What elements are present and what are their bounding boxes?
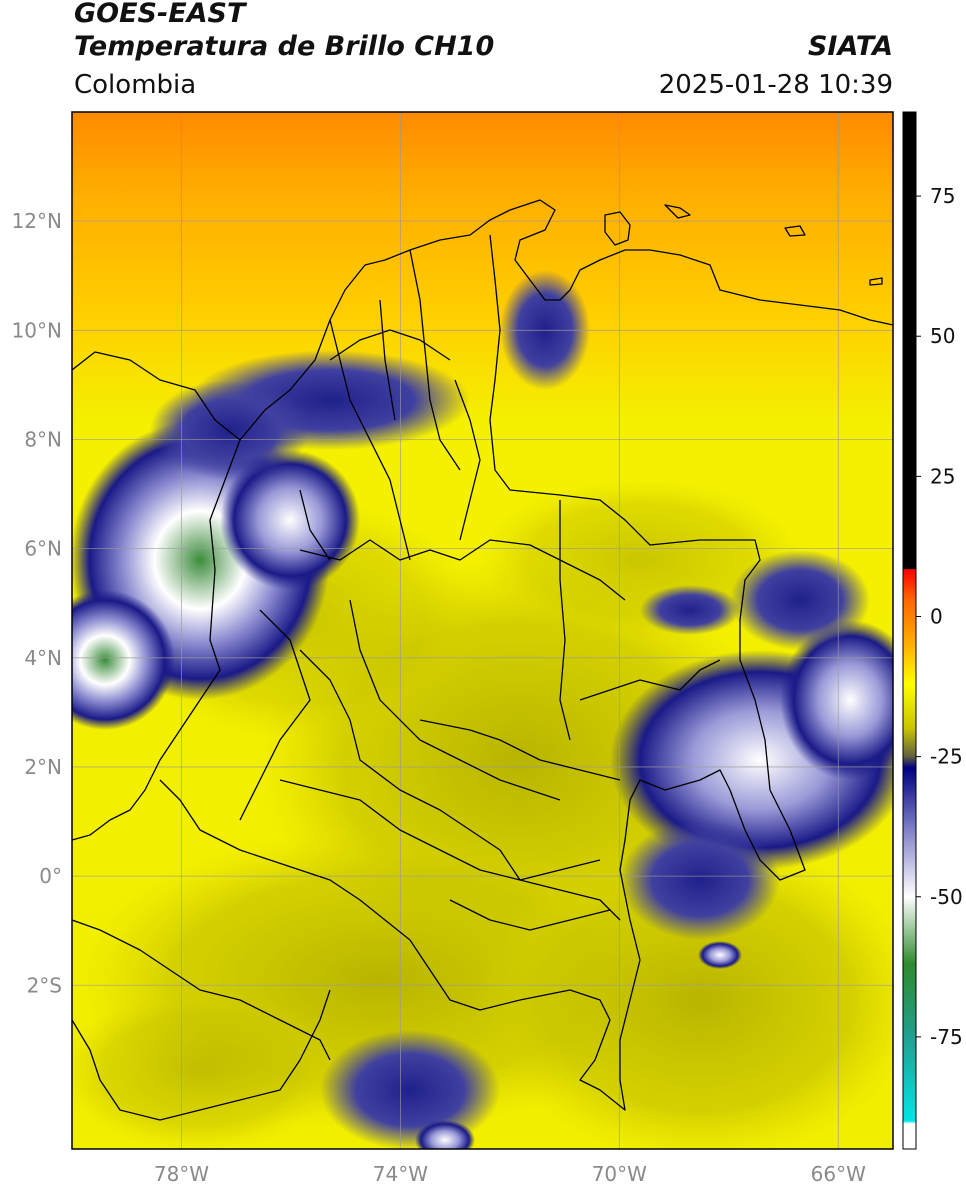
island-4 [869,277,883,286]
lat-tick-label: 0° [39,864,62,888]
internal-boundaries-2 [239,249,611,931]
lat-tick-label: 2°N [24,755,62,779]
island-3 [784,225,806,237]
colorbar-tick-label: -25 [930,745,963,769]
pacific-coastline [72,439,241,841]
lat-tick-label: 4°N [24,646,62,670]
colorbar-fill [903,112,916,1149]
lon-tick-label: 74°W [373,1162,428,1186]
satellite-title: GOES-EAST [74,0,246,29]
lon-tick-label: 66°W [811,1162,866,1186]
lat-tick-label: 12°N [12,209,62,233]
colorbar: 75 50 25 0 -25 -50 -75 [902,111,963,1150]
internal-boundaries-1 [299,500,626,881]
island-2 [664,204,691,219]
lat-tick-label: 2°S [27,973,62,997]
region-label: Colombia [74,70,197,100]
colombia-border [159,469,806,1111]
colorbar-frame [902,111,917,1150]
product-title: Temperatura de Brillo CH10 [74,31,495,62]
ecuador-peru-border [72,919,331,1061]
colorbar-tick-label: -50 [930,885,963,909]
island-1 [604,211,631,246]
lat-tick-label: 6°N [24,537,62,561]
colorbar-tick-label: 50 [930,324,955,348]
caribbean-coastline [72,199,893,441]
colorbar-ticks: 75 50 25 0 -25 -50 -75 [916,184,963,1049]
colorbar-tick-label: 75 [930,184,955,208]
colorbar-tick-label: 25 [930,464,955,488]
internal-boundaries-3 [299,329,721,921]
gridlines [72,112,893,1149]
lat-tick-label: 10°N [12,318,62,342]
map-frame [71,111,894,1150]
coastline-south [72,989,331,1121]
timestamp-label: 2025-01-28 10:39 [658,70,893,100]
cloud-systems [72,270,893,1149]
colorbar-tick-label: 0 [930,604,943,628]
venezuela-border [489,234,501,471]
lon-tick-label: 70°W [592,1162,647,1186]
longitude-tick-labels: 78°W 74°W 70°W 66°W [154,1162,866,1186]
boundaries [72,199,893,1121]
lon-tick-label: 78°W [154,1162,209,1186]
latitude-tick-labels: 12°N 10°N 8°N 6°N 4°N 2°N 0° 2°S [12,209,62,997]
lat-tick-label: 8°N [24,427,62,451]
organization-label: SIATA [807,31,893,62]
colorbar-tick-label: -75 [930,1025,963,1049]
map-area [72,112,893,1149]
